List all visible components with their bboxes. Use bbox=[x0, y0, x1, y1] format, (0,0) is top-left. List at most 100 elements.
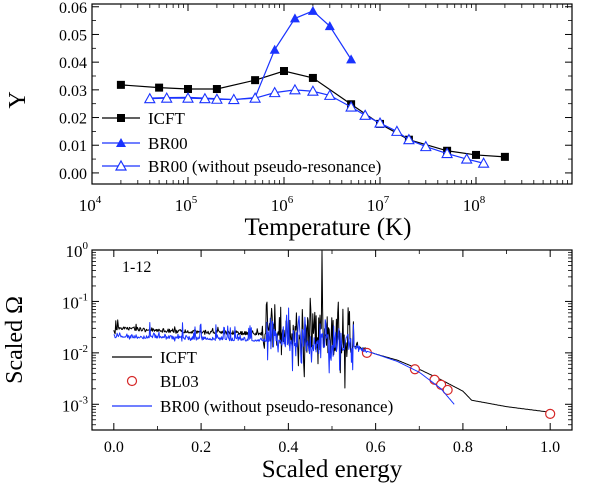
bottom-x-tick-labels: 0.0 0.2 0.4 0.6 0.8 1.0 bbox=[104, 439, 560, 456]
bottom-y-tick-label-exponent: -1 bbox=[79, 291, 88, 303]
bottom-y-tick-label-base: 10 bbox=[62, 293, 79, 312]
legend-label-br00: BR00 bbox=[148, 134, 188, 153]
legend-open-circle-marker bbox=[126, 375, 138, 387]
bottom-x-axis-label: Scaled energy bbox=[262, 456, 403, 483]
top-point-open-triangle bbox=[477, 157, 490, 168]
bottom-y-tick-label: 10-3 bbox=[62, 394, 89, 415]
bottom-y-tick-label-exponent: -3 bbox=[79, 394, 89, 406]
top-x-tick-label-base: 10 bbox=[367, 196, 384, 215]
top-x-tick-label-exponent: 6 bbox=[288, 194, 294, 206]
legend-label-bl03: BL03 bbox=[160, 372, 199, 391]
top-point-square bbox=[308, 73, 317, 82]
bottom-y-axis-label: Scaled Ω bbox=[2, 296, 28, 384]
bottom-x-tick-label: 0.4 bbox=[278, 439, 298, 456]
bottom-legend-item-icft: ICFT bbox=[112, 348, 197, 367]
top-point-open-triangle bbox=[390, 125, 403, 136]
bottom-y-tick-label-base: 10 bbox=[62, 396, 79, 415]
top-x-tick-label-exponent: 5 bbox=[192, 194, 198, 206]
top-point-open-triangle bbox=[323, 89, 336, 100]
top-point-square bbox=[472, 150, 480, 159]
bottom-series-line-0 bbox=[113, 250, 550, 413]
top-axis-ticks bbox=[91, 4, 572, 184]
top-series-line-1 bbox=[149, 10, 352, 101]
bottom-point-bl03 bbox=[545, 408, 556, 420]
top-x-tick-label-base: 10 bbox=[271, 196, 288, 215]
top-x-tick-label: 107 bbox=[367, 194, 390, 215]
top-y-tick-labels: 0.00 0.01 0.02 0.03 0.04 0.05 0.06 bbox=[59, 0, 87, 183]
top-series-line-2 bbox=[149, 89, 484, 164]
bottom-x-tick-label: 0.2 bbox=[191, 439, 211, 456]
top-point-filled-triangle bbox=[269, 44, 280, 54]
bottom-legend-item-br00-nopr: BR00 (without pseudo-resonance) bbox=[112, 397, 393, 416]
bottom-y-tick-label: 10-2 bbox=[62, 343, 88, 364]
legend-label-br00-nopr-bottom: BR00 (without pseudo-resonance) bbox=[160, 397, 393, 416]
top-x-tick-label: 108 bbox=[463, 194, 486, 215]
bottom-x-tick-label: 1.0 bbox=[540, 439, 560, 456]
top-point-square bbox=[184, 85, 192, 94]
top-point-square bbox=[251, 76, 260, 85]
top-point-open-triangle bbox=[227, 93, 240, 105]
top-x-tick-label: 106 bbox=[271, 194, 294, 215]
top-x-axis-label: Temperature (K) bbox=[245, 214, 412, 241]
top-y-tick-label: 0.06 bbox=[59, 0, 87, 17]
top-legend-item-br00-nopr: BR00 (without pseudo-resonance) bbox=[102, 157, 381, 176]
bottom-point-bl03 bbox=[361, 347, 373, 358]
top-point-square bbox=[116, 80, 125, 89]
bottom-legend-item-bl03: BL03 bbox=[126, 372, 199, 391]
top-point-open-triangle bbox=[289, 83, 301, 95]
top-plot-frame bbox=[91, 3, 573, 185]
top-point-open-triangle bbox=[268, 86, 281, 98]
top-point-open-triangle bbox=[359, 109, 372, 120]
top-x-tick-labels: 104 105 106 107 108 bbox=[79, 194, 486, 215]
top-x-tick-label-exponent: 8 bbox=[480, 194, 486, 206]
top-y-tick-label: 0.01 bbox=[59, 138, 87, 155]
top-y-tick-label: 0.05 bbox=[59, 27, 87, 44]
top-point-open-triangle bbox=[402, 133, 415, 145]
bottom-x-tick-label: 0.0 bbox=[104, 439, 124, 456]
bottom-y-tick-label: 100 bbox=[66, 240, 89, 261]
top-point-open-triangle bbox=[143, 92, 156, 104]
bottom-point-bl03 bbox=[409, 364, 421, 375]
bottom-series bbox=[113, 250, 556, 420]
bottom-series-line-2 bbox=[113, 307, 455, 405]
bottom-y-tick-label-exponent: 0 bbox=[83, 240, 89, 252]
bottom-x-tick-label: 0.6 bbox=[366, 439, 386, 456]
top-series bbox=[116, 5, 509, 168]
top-y-tick-label: 0.00 bbox=[59, 166, 87, 183]
bottom-y-tick-label: 10-1 bbox=[62, 291, 88, 312]
top-point-filled-triangle bbox=[289, 13, 300, 23]
top-point-open-triangle bbox=[249, 92, 262, 103]
top-point-open-triangle bbox=[306, 85, 319, 96]
top-point-square bbox=[155, 83, 164, 92]
top-x-tick-label-base: 10 bbox=[175, 196, 192, 215]
top-point-open-triangle bbox=[374, 116, 386, 128]
top-point-open-triangle bbox=[198, 92, 211, 104]
top-point-square bbox=[500, 152, 509, 161]
top-point-open-triangle bbox=[182, 92, 194, 103]
bottom-y-tick-label-base: 10 bbox=[62, 345, 79, 364]
top-point-open-triangle bbox=[441, 147, 454, 159]
bottom-legend: ICFT BL03 BR00 (without pseudo-resonance… bbox=[112, 348, 393, 416]
top-legend-item-br00: BR00 bbox=[102, 134, 188, 153]
top-x-tick-label: 104 bbox=[79, 194, 102, 215]
top-point-open-triangle bbox=[345, 100, 358, 112]
top-x-tick-label: 105 bbox=[175, 194, 198, 215]
bottom-axis-ticks bbox=[92, 249, 572, 430]
legend-open-triangle-marker bbox=[114, 159, 128, 171]
top-point-square bbox=[280, 67, 288, 76]
top-x-tick-label-exponent: 7 bbox=[384, 194, 390, 206]
top-point-open-triangle bbox=[460, 152, 473, 164]
top-point-filled-triangle bbox=[346, 54, 357, 64]
legend-square-marker bbox=[117, 114, 125, 122]
bottom-point-bl03 bbox=[442, 384, 453, 396]
legend-filled-triangle-marker bbox=[116, 138, 126, 147]
legend-label-icft: ICFT bbox=[148, 109, 185, 128]
bottom-x-tick-label: 0.8 bbox=[453, 439, 473, 456]
top-y-tick-label: 0.02 bbox=[59, 111, 87, 128]
top-point-filled-triangle bbox=[324, 21, 335, 31]
top-y-tick-label: 0.04 bbox=[59, 55, 87, 72]
top-point-open-triangle bbox=[160, 92, 173, 103]
legend-label-br00-nopr: BR00 (without pseudo-resonance) bbox=[148, 157, 381, 176]
